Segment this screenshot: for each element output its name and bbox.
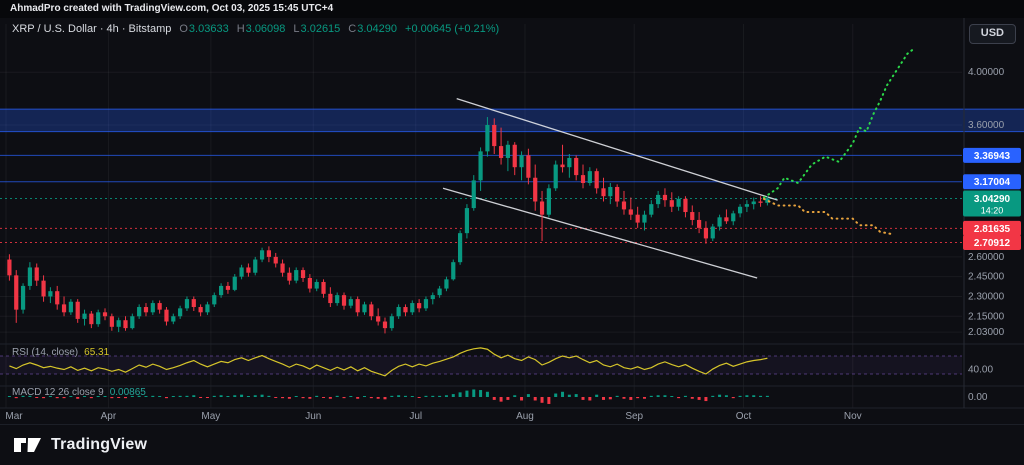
macd-histogram: 0.00 bbox=[8, 389, 988, 404]
bearish-projection-path[interactable] bbox=[764, 199, 894, 235]
tradingview-snapshot: 40.00 0.00 4.00000 3.60000 2.60000 2.45000 2.3… bbox=[0, 0, 1024, 465]
svg-text:3.04290: 3.04290 bbox=[974, 194, 1011, 205]
svg-text:Sep: Sep bbox=[625, 411, 643, 422]
svg-text:2.03000: 2.03000 bbox=[968, 327, 1005, 338]
svg-text:14:20: 14:20 bbox=[981, 205, 1004, 215]
price-scale[interactable]: 4.00000 3.60000 2.60000 2.45000 2.30000 2.150… bbox=[963, 67, 1021, 338]
svg-text:Mar: Mar bbox=[5, 411, 23, 422]
rsi-title: RSI (14, close) bbox=[12, 347, 78, 358]
rsi-value: 65.31 bbox=[84, 347, 109, 358]
svg-text:2.70912: 2.70912 bbox=[974, 238, 1011, 249]
svg-text:Nov: Nov bbox=[844, 411, 862, 422]
attribution-bar: AhmadPro created with TradingView.com, O… bbox=[0, 0, 1024, 18]
svg-text:Jun: Jun bbox=[305, 411, 321, 422]
ohlc-high: H3.06098 bbox=[237, 23, 286, 35]
ohlc-open: O3.03633 bbox=[179, 23, 228, 35]
time-scale[interactable]: Mar Apr May Jun Jul Aug Sep Oct Nov bbox=[5, 411, 861, 422]
rsi-pane: 40.00 bbox=[0, 348, 993, 376]
grid-lines bbox=[0, 24, 962, 408]
svg-text:Jul: Jul bbox=[409, 411, 422, 422]
ohlc-close: C3.04290 bbox=[348, 23, 397, 35]
svg-text:2.15000: 2.15000 bbox=[968, 311, 1005, 322]
svg-text:40.00: 40.00 bbox=[968, 365, 993, 376]
pane-separators bbox=[0, 18, 1024, 408]
candlestick-series bbox=[7, 117, 769, 333]
svg-text:3.17004: 3.17004 bbox=[974, 177, 1011, 188]
svg-text:Apr: Apr bbox=[101, 411, 117, 422]
footer-bar: TradingView bbox=[0, 424, 1024, 465]
svg-text:3.60000: 3.60000 bbox=[968, 120, 1005, 131]
svg-text:4.00000: 4.00000 bbox=[968, 67, 1005, 78]
svg-text:May: May bbox=[201, 411, 220, 422]
macd-value: 0.00865 bbox=[110, 387, 146, 398]
svg-text:3.36943: 3.36943 bbox=[974, 151, 1011, 162]
symbol-title[interactable]: XRP / U.S. Dollar · 4h · Bitstamp bbox=[12, 23, 171, 35]
macd-title: MACD 12 26 close 9 bbox=[12, 387, 104, 398]
svg-text:Aug: Aug bbox=[516, 411, 534, 422]
svg-text:0.00: 0.00 bbox=[968, 392, 988, 403]
ohlc-low: L3.02615 bbox=[293, 23, 340, 35]
currency-toggle-button[interactable]: USD bbox=[969, 24, 1016, 44]
tradingview-wordmark[interactable]: TradingView bbox=[51, 436, 147, 454]
resistance-zone-band[interactable] bbox=[0, 109, 1024, 131]
svg-text:2.45000: 2.45000 bbox=[968, 272, 1005, 283]
chart-legend: XRP / U.S. Dollar · 4h · Bitstamp O3.036… bbox=[12, 23, 499, 35]
svg-text:2.81635: 2.81635 bbox=[974, 224, 1011, 235]
attribution-text: AhmadPro created with TradingView.com, O… bbox=[10, 3, 333, 14]
chart-canvas[interactable]: 40.00 0.00 4.00000 3.60000 2.60000 2.45000 2.3… bbox=[0, 0, 1024, 465]
price-change: +0.00645 (+0.21%) bbox=[405, 23, 499, 35]
tradingview-logo-icon[interactable] bbox=[14, 434, 42, 456]
svg-text:Oct: Oct bbox=[736, 411, 752, 422]
svg-text:2.30000: 2.30000 bbox=[968, 291, 1005, 302]
rsi-indicator-label[interactable]: RSI (14, close) 65.31 bbox=[12, 347, 109, 358]
macd-indicator-label[interactable]: MACD 12 26 close 9 0.00865 bbox=[12, 387, 146, 398]
svg-text:2.60000: 2.60000 bbox=[968, 252, 1005, 263]
